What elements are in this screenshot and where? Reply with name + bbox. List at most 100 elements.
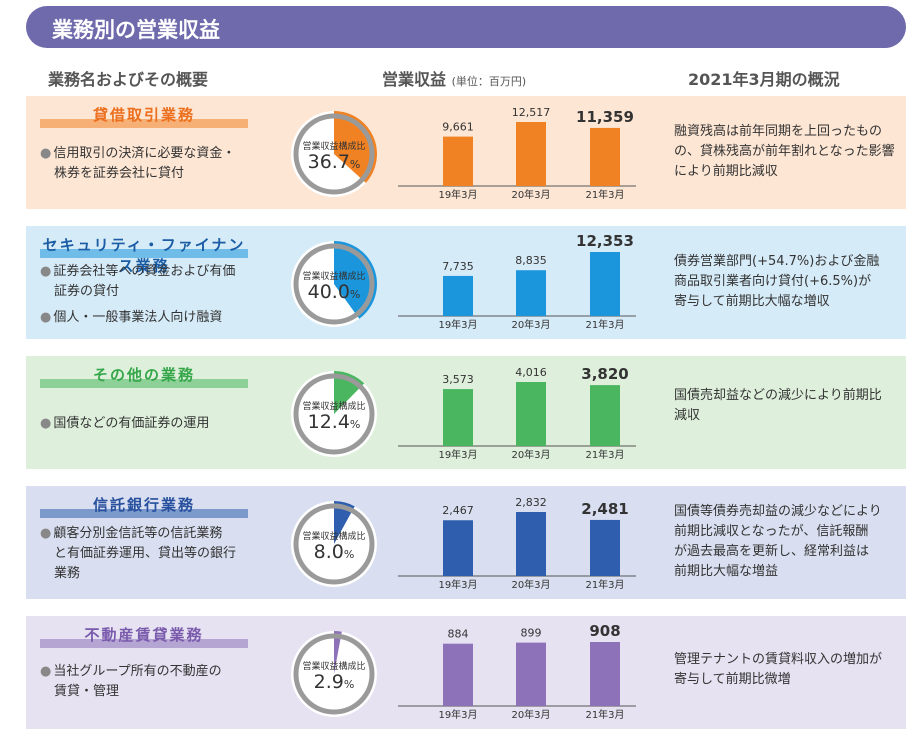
page-title: 業務別の営業収益: [52, 18, 220, 42]
revenue-bar-chart: 3,573 19年3月 4,016 20年3月 3,820 21年3月: [398, 365, 636, 461]
share-pie: [291, 241, 377, 327]
revenue-bar-chart: 884 19年3月 899 20年3月 908 21年3月: [398, 622, 636, 721]
description-line: 賃貸・管理: [54, 684, 120, 699]
description-line: 証券の貸付: [54, 284, 120, 299]
summary-line: 融資残高は前年同期を上回ったもの: [674, 124, 883, 139]
fiscal-summary: 国債等債券売却益の減少などにより 前期比減収となったが、信託報酬 が過去最高を更新し…: [674, 502, 896, 582]
section-title-text: その他の業務: [92, 366, 195, 384]
revenue-bar-chart: 2,467 19年3月 2,832 20年3月 2,481 21年3月: [398, 496, 636, 591]
bar-20年3月: [516, 270, 546, 316]
description-text: 証券会社等への資金および有価: [53, 264, 236, 279]
data-label: 12,353: [576, 232, 634, 250]
fiscal-summary: 国債売却益などの減少により前期比 減収: [674, 386, 896, 426]
section-1: 貸借取引業務 ● 信用取引の決済に必要な資金・ 株券を証券会社に貸付 営業収益構成比 36…: [26, 96, 906, 209]
summary-line: 管理テナントの賃貸料収入の増加が: [674, 652, 883, 667]
tick-label: 19年3月: [438, 578, 477, 591]
business-description: ● 顧客分別金信託等の信託業務 と有価証券運用、貸出等の銀行 業務: [40, 524, 270, 584]
share-percent-sign: %: [343, 678, 355, 691]
summary-line: により前期比減収: [674, 164, 778, 179]
pie-slice: [334, 631, 342, 674]
share-percent-sign: %: [343, 548, 355, 561]
pie-ring: [293, 113, 375, 195]
bullet-icon: ●: [40, 416, 52, 431]
tick-label: 19年3月: [438, 318, 477, 331]
tick-label: 21年3月: [585, 578, 624, 591]
bullet-icon: ●: [40, 146, 52, 161]
share-number: 2.9: [313, 671, 344, 693]
pie-slice: [334, 111, 377, 183]
fiscal-summary: 債券営業部門(+54.7%)および金融 商品取引業者向け貸付(+6.5%)が 寄与し…: [674, 252, 896, 312]
business-description: ● 証券会社等への資金および有価 証券の貸付: [40, 262, 270, 302]
data-label: 11,359: [576, 108, 634, 126]
data-label: 4,016: [515, 366, 547, 379]
section-title-text: 貸借取引業務: [92, 106, 195, 124]
section-title-underline: [40, 639, 248, 648]
column-header-unit: (単位：百万円): [451, 75, 527, 88]
bar-20年3月: [516, 122, 546, 186]
section-title: 不動産賃貸業務: [40, 624, 248, 648]
share-value: 12.4%: [289, 411, 379, 433]
tick-label: 20年3月: [511, 448, 550, 461]
fiscal-summary: 融資残高は前年同期を上回ったもの の、貸株残高が前年割れとなった影響 により前期比減…: [674, 122, 896, 182]
section-title-underline: [40, 249, 248, 258]
bar-19年3月: [443, 389, 473, 446]
tick-label: 20年3月: [511, 578, 550, 591]
title-bar: 業務別の営業収益: [26, 6, 906, 48]
tick-label: 19年3月: [438, 448, 477, 461]
section-2: セキュリティ・ファイナンス業務 ● 証券会社等への資金および有価 証券の貸付 ● 個人・一…: [26, 226, 906, 339]
summary-line: の、貸株残高が前年割れとなった影響: [674, 144, 895, 159]
column-header-revenue: 営業収益 (単位：百万円): [382, 66, 526, 90]
share-percent-sign: %: [349, 418, 361, 431]
section-title: 貸借取引業務: [40, 104, 248, 128]
share-value: 2.9%: [289, 671, 379, 693]
summary-line: 国債売却益などの減少により前期比: [674, 388, 882, 403]
bar-21年3月: [590, 252, 620, 316]
pie-caption: 営業収益構成比: [302, 272, 366, 282]
data-label: 3,573: [442, 373, 474, 386]
section-title: 信託銀行業務: [40, 494, 248, 518]
summary-line: 寄与して前期比微増: [674, 672, 791, 687]
tick-label: 20年3月: [511, 708, 550, 721]
pie-caption: 営業収益構成比: [302, 662, 366, 672]
share-percent-sign: %: [349, 158, 361, 171]
bullet-icon: ●: [40, 664, 52, 679]
bar-20年3月: [516, 382, 546, 446]
share-number: 12.4: [307, 411, 350, 433]
bar-20年3月: [516, 512, 546, 576]
data-label: 2,467: [442, 504, 474, 517]
bar-21年3月: [590, 642, 620, 706]
column-header-business: 業務名およびその概要: [48, 70, 209, 89]
bullet-icon: ●: [40, 526, 52, 541]
summary-line: 減収: [674, 408, 701, 423]
share-value: 36.7%: [289, 151, 379, 173]
summary-line: 国債等債券売却益の減少などにより: [674, 504, 882, 519]
section-title-underline: [40, 119, 248, 128]
section-title-text: セキュリティ・ファイナンス業務: [42, 236, 246, 275]
bar-21年3月: [590, 127, 620, 186]
description-text: 個人・一般事業法人向け融資: [53, 310, 223, 325]
section-5: 不動産賃貸業務 ● 当社グループ所有の不動産の 賃貸・管理 営業収益構成比 2.9% 884…: [26, 616, 906, 729]
tick-label: 20年3月: [511, 318, 550, 331]
data-label: 12,517: [512, 106, 551, 119]
data-label: 884: [448, 628, 469, 641]
data-label: 899: [521, 627, 542, 640]
share-number: 8.0: [313, 541, 344, 563]
share-number: 40.0: [307, 281, 350, 303]
bullet-icon: ●: [40, 264, 52, 279]
tick-label: 21年3月: [585, 188, 624, 201]
description-text: 国債などの有価証券の運用: [53, 416, 210, 431]
business-description: ● 信用取引の決済に必要な資金・ 株券を証券会社に貸付: [40, 144, 270, 184]
pie-caption: 営業収益構成比: [302, 402, 366, 412]
summary-line: 前期比大幅な増益: [674, 564, 779, 579]
description-line: 株券を証券会社に貸付: [54, 166, 185, 181]
share-percent-sign: %: [349, 288, 361, 301]
data-label: 3,820: [581, 365, 628, 383]
bullet-icon: ●: [40, 310, 52, 325]
data-label: 2,481: [581, 500, 628, 518]
business-description: ● 国債などの有価証券の運用: [40, 414, 270, 434]
revenue-bar-chart: 9,661 19年3月 12,517 20年3月 11,359 21年3月: [398, 106, 636, 201]
data-label: 8,835: [515, 254, 547, 267]
revenue-bar-chart: 7,735 19年3月 8,835 20年3月 12,353 21年3月: [398, 232, 636, 331]
section-title-text: 不動産賃貸業務: [84, 626, 204, 644]
description-line: ● 顧客分別金信託等の信託業務: [40, 524, 270, 544]
